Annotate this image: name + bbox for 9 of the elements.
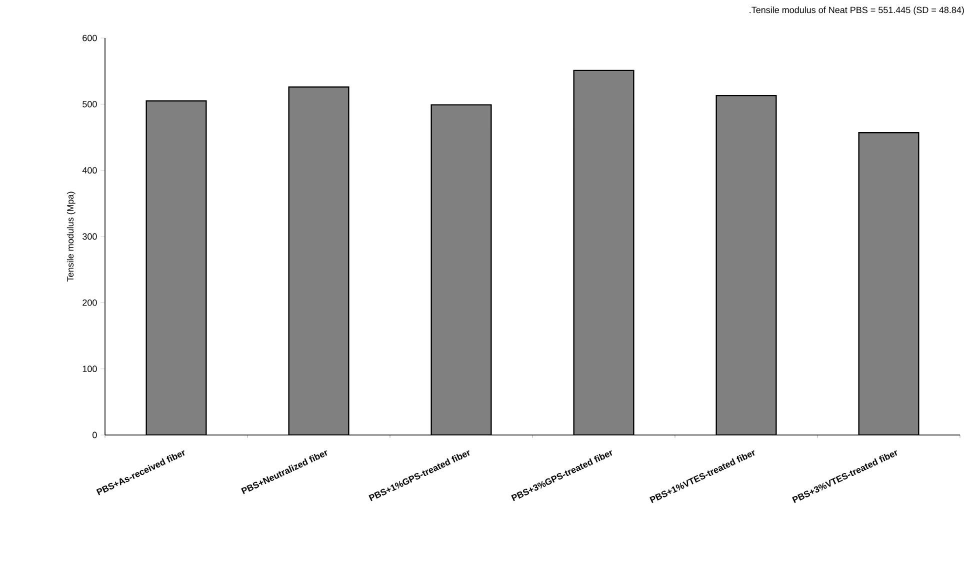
y-tick-label: 400 bbox=[82, 167, 97, 174]
text: .Tensile modulus of Neat PBS = 551.445 (SD = 48.84) bbox=[750, 6, 964, 15]
y-tick-label: 500 bbox=[82, 100, 97, 108]
y-tick-label: 200 bbox=[82, 299, 97, 306]
y-axis-title: Tensile modulus (Mpa) bbox=[66, 192, 76, 282]
y-tick-label: 0 bbox=[92, 432, 97, 438]
y-tick-label: 300 bbox=[82, 233, 97, 240]
y-tick-label: 600 bbox=[82, 34, 97, 42]
y-tick-label: 100 bbox=[82, 366, 97, 372]
